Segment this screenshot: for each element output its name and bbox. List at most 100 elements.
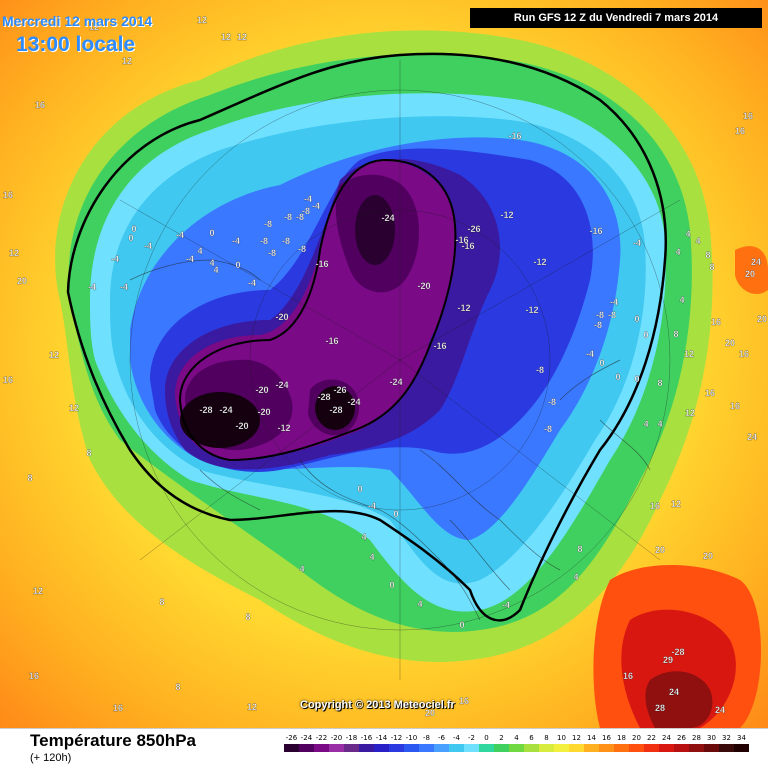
temperature-label: 16 bbox=[3, 190, 13, 200]
temperature-label: 12 bbox=[9, 248, 19, 258]
legend-swatch bbox=[704, 744, 719, 752]
contour-minus-20 bbox=[178, 158, 457, 462]
legend-step: 2 bbox=[494, 734, 509, 752]
temperature-label: -20 bbox=[417, 281, 430, 291]
temperature-label: -12 bbox=[277, 423, 290, 433]
temperature-label: 16 bbox=[711, 317, 721, 327]
temperature-label: -4 bbox=[88, 282, 96, 292]
legend-value: -12 bbox=[390, 734, 403, 742]
temperature-label: -12 bbox=[533, 257, 546, 267]
legend-step: 28 bbox=[689, 734, 704, 752]
temperature-label: -8 bbox=[284, 212, 292, 222]
legend-step: -2 bbox=[464, 734, 479, 752]
legend-value: 6 bbox=[529, 734, 534, 742]
legend-value: 14 bbox=[587, 734, 596, 742]
temperature-label: 4 bbox=[361, 532, 366, 542]
legend-value: 20 bbox=[632, 734, 641, 742]
temperature-label: 8 bbox=[159, 597, 164, 607]
temperature-label: 16 bbox=[623, 671, 633, 681]
temperature-label: 16 bbox=[113, 703, 123, 713]
legend-value: -20 bbox=[330, 734, 343, 742]
legend-swatch bbox=[359, 744, 374, 752]
temperature-label: -4 bbox=[304, 194, 312, 204]
legend-step: -26 bbox=[284, 734, 299, 752]
temperature-label: 16 bbox=[705, 388, 715, 398]
temperature-label: 0 bbox=[128, 233, 133, 243]
temperature-label: -8 bbox=[544, 424, 552, 434]
temperature-label: -4 bbox=[248, 278, 256, 288]
temperature-label: -8 bbox=[302, 206, 310, 216]
temperature-label: -16 bbox=[315, 259, 328, 269]
legend-value: -26 bbox=[285, 734, 298, 742]
temperature-label: 0 bbox=[634, 374, 639, 384]
legend-swatch bbox=[644, 744, 659, 752]
temperature-label: 8 bbox=[705, 250, 710, 260]
temperature-label: 8 bbox=[577, 544, 582, 554]
legend-value: 12 bbox=[572, 734, 581, 742]
temperature-label: 8 bbox=[657, 378, 662, 388]
temperature-label: 16 bbox=[650, 501, 660, 511]
legend-swatch bbox=[674, 744, 689, 752]
temperature-label: 4 bbox=[657, 419, 662, 429]
legend-step: 34 bbox=[734, 734, 749, 752]
legend-value: -16 bbox=[360, 734, 373, 742]
temperature-label: -28 bbox=[317, 392, 330, 402]
legend-step: -8 bbox=[419, 734, 434, 752]
temperature-label: -16 bbox=[325, 336, 338, 346]
legend-swatch bbox=[299, 744, 314, 752]
temperature-label: 20 bbox=[17, 276, 27, 286]
temperature-label: 16 bbox=[29, 671, 39, 681]
temperature-label: 4 bbox=[685, 229, 690, 239]
temperature-label: 0 bbox=[615, 372, 620, 382]
legend-value: 16 bbox=[602, 734, 611, 742]
temperature-label: 24 bbox=[715, 705, 725, 715]
temperature-label: 12 bbox=[33, 586, 43, 596]
legend-value: 4 bbox=[514, 734, 519, 742]
legend-value: 2 bbox=[499, 734, 504, 742]
temperature-label: -8 bbox=[260, 236, 268, 246]
legend-step: 32 bbox=[719, 734, 734, 752]
forecast-hour: (+ 120h) bbox=[30, 752, 72, 764]
temperature-label: -24 bbox=[347, 397, 360, 407]
legend-step: 10 bbox=[554, 734, 569, 752]
temperature-label: 12 bbox=[237, 32, 247, 42]
legend-value: -14 bbox=[375, 734, 388, 742]
temperature-label: 12 bbox=[89, 22, 99, 32]
coastlines bbox=[129, 259, 651, 621]
temperature-label: -12 bbox=[457, 303, 470, 313]
temperature-label: -8 bbox=[608, 310, 616, 320]
legend-swatch bbox=[404, 744, 419, 752]
legend-swatch bbox=[434, 744, 449, 752]
temperature-label: -8 bbox=[536, 365, 544, 375]
temperature-label: -4 bbox=[633, 238, 641, 248]
legend-value: 0 bbox=[484, 734, 489, 742]
legend-step: -14 bbox=[374, 734, 389, 752]
temperature-label: 24 bbox=[747, 432, 757, 442]
temperature-label: -26 bbox=[467, 224, 480, 234]
temperature-label: 8 bbox=[86, 448, 91, 458]
temperature-label: -4 bbox=[176, 230, 184, 240]
parameter-title: Température 850hPa bbox=[30, 731, 196, 750]
temperature-label: 4 bbox=[679, 295, 684, 305]
legend-swatch bbox=[494, 744, 509, 752]
temperature-label: 20 bbox=[703, 551, 713, 561]
legend-swatch bbox=[329, 744, 344, 752]
temperature-label: 0 bbox=[235, 260, 240, 270]
legend-value: 8 bbox=[544, 734, 549, 742]
temperature-label: 4 bbox=[643, 419, 648, 429]
legend-swatch bbox=[524, 744, 539, 752]
temperature-label: -4 bbox=[586, 349, 594, 359]
color-scale-legend: -26 -24 -22 -20 -18 -16 -14 -12 -10 -8 -6 -4 -2 0 2 4 6 8… bbox=[284, 734, 749, 752]
temperature-label: 12 bbox=[49, 350, 59, 360]
temperature-label: 0 bbox=[459, 620, 464, 630]
legend-value: 30 bbox=[707, 734, 716, 742]
cold-core-north bbox=[355, 195, 395, 265]
legend-step: 26 bbox=[674, 734, 689, 752]
temperature-label: -12 bbox=[500, 210, 513, 220]
temperature-label: -20 bbox=[235, 421, 248, 431]
legend-step: 22 bbox=[644, 734, 659, 752]
local-time: 13:00 locale bbox=[16, 33, 136, 56]
temperature-label: 4 bbox=[369, 552, 374, 562]
legend-value: -4 bbox=[453, 734, 460, 742]
